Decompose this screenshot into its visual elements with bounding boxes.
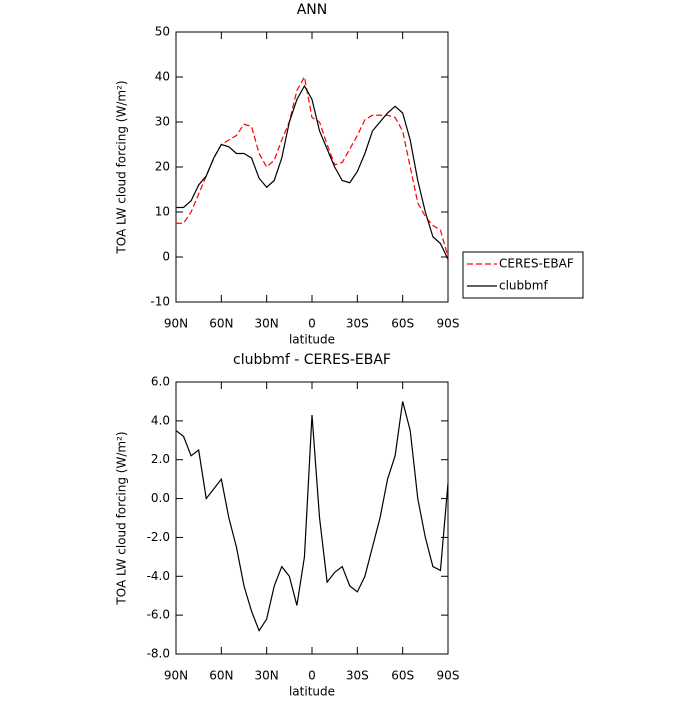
y-tick-label: 50 — [155, 25, 170, 39]
data-line — [175, 401, 449, 632]
x-tick-label: 30S — [346, 317, 369, 331]
plot-frame — [175, 31, 449, 303]
y-tick-label: -8.0 — [147, 647, 170, 661]
chart-title: ANN — [297, 2, 328, 18]
y-tick-label: 30 — [155, 115, 170, 129]
x-tick-label: 90S — [437, 317, 460, 331]
y-axis-label: TOA LW cloud forcing (W/m²) — [115, 431, 129, 605]
x-tick-label: 60N — [209, 317, 233, 331]
x-tick-label: 30N — [255, 317, 279, 331]
x-tick-label: 60S — [391, 317, 414, 331]
y-tick-label: 2.0 — [151, 452, 170, 466]
y-tick-label: 40 — [155, 70, 170, 84]
y-tick-label: 0.0 — [151, 491, 170, 505]
x-tick-label: 90S — [437, 669, 460, 683]
x-tick-label: 0 — [308, 317, 316, 331]
y-tick-label: 10 — [155, 205, 170, 219]
y-tick-label: -2.0 — [147, 530, 170, 544]
chart-title: clubbmf - CERES-EBAF — [233, 352, 391, 368]
y-tick-label: -4.0 — [147, 569, 170, 583]
x-axis-label: latitude — [289, 333, 335, 347]
x-tick-label: 0 — [308, 669, 316, 683]
data-line — [176, 75, 449, 258]
y-tick-label: -6.0 — [147, 608, 170, 622]
legend-box — [462, 251, 584, 299]
y-axis-label: TOA LW cloud forcing (W/m²) — [115, 80, 129, 254]
x-tick-label: 60S — [391, 669, 414, 683]
x-tick-label: 30N — [255, 669, 279, 683]
x-tick-label: 90N — [164, 317, 188, 331]
x-tick-label: 90N — [164, 669, 188, 683]
y-tick-label: 0 — [162, 250, 170, 264]
y-tick-label: 4.0 — [151, 413, 170, 427]
data-line — [176, 84, 449, 260]
legend-label: CERES-EBAF — [499, 257, 574, 271]
legend-label: clubbmf — [499, 279, 548, 293]
x-tick-label: 60N — [209, 669, 233, 683]
y-tick-label: 20 — [155, 160, 170, 174]
y-tick-label: -10 — [150, 295, 170, 309]
x-tick-label: 30S — [346, 669, 369, 683]
x-axis-label: latitude — [289, 685, 335, 699]
y-tick-label: 6.0 — [151, 375, 170, 389]
